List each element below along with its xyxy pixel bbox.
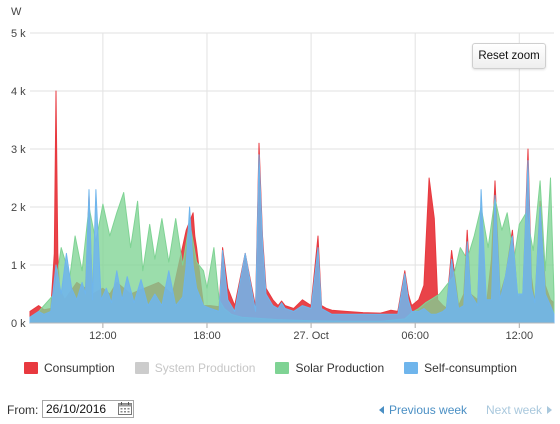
x-tick-label: 18:00 xyxy=(193,330,221,342)
energy-area-chart[interactable]: 0 k 1 k 2 k 3 k 4 k 5 k 12:00 18:00 27. Oct 06:00… xyxy=(0,0,560,345)
legend-swatch-solar-production xyxy=(275,362,290,374)
calendar-icon[interactable] xyxy=(118,402,132,415)
from-label: From: xyxy=(7,403,39,417)
y-axis-label: W xyxy=(11,6,22,18)
caret-left-icon xyxy=(379,406,384,414)
chart-axes: 0 k 1 k 2 k 3 k 4 k 5 k 12:00 18:00 27. Oct 06:00… xyxy=(11,6,554,342)
legend-label: Solar Production xyxy=(295,361,385,375)
y-tick-label: 5 k xyxy=(11,28,26,40)
y-tick-label: 3 k xyxy=(11,144,26,156)
legend-item-system-production[interactable]: System Production xyxy=(134,361,256,375)
next-week-link[interactable]: Next week xyxy=(486,403,553,417)
y-tick-label: 1 k xyxy=(11,260,26,272)
legend-label: Self-consumption xyxy=(424,361,517,375)
previous-week-link[interactable]: Previous week xyxy=(379,403,467,417)
legend-swatch-self-consumption xyxy=(404,362,419,374)
legend-swatch-consumption xyxy=(24,362,38,374)
legend-item-self-consumption[interactable]: Self-consumption xyxy=(404,361,517,375)
chart-legend: Consumption System Production Solar Prod… xyxy=(24,360,537,376)
x-tick-label: 27. Oct xyxy=(293,330,328,342)
y-tick-label: 4 k xyxy=(11,86,26,98)
date-navigation: From: 26/10/2016 Previous week Next week xyxy=(0,398,560,422)
legend-item-solar-production[interactable]: Solar Production xyxy=(275,361,384,375)
legend-label: System Production xyxy=(154,361,256,375)
date-input[interactable]: 26/10/2016 xyxy=(42,400,134,418)
y-tick-label: 0 k xyxy=(11,318,26,330)
caret-right-icon xyxy=(547,406,553,414)
previous-week-label: Previous week xyxy=(389,403,468,417)
x-tick-label: 06:00 xyxy=(401,330,429,342)
reset-zoom-button[interactable]: Reset zoom xyxy=(472,43,546,69)
legend-label: Consumption xyxy=(44,361,115,375)
chart-series xyxy=(29,90,555,324)
legend-item-consumption[interactable]: Consumption xyxy=(24,361,115,375)
area-self-consumption xyxy=(29,154,555,324)
legend-swatch-system-production xyxy=(134,362,149,374)
x-tick-label: 12:00 xyxy=(89,330,117,342)
x-tick-label: 12:00 xyxy=(506,330,534,342)
next-week-label: Next week xyxy=(486,403,543,417)
y-tick-label: 2 k xyxy=(11,202,26,214)
